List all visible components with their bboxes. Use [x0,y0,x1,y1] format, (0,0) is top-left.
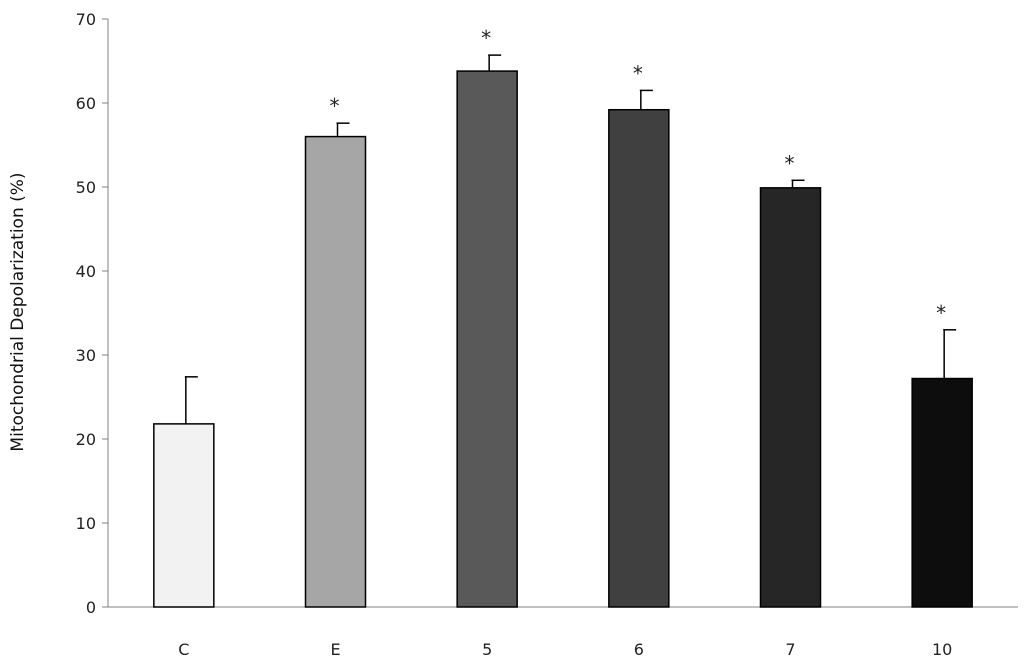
x-tick-label: 5 [482,640,492,659]
bar [153,423,215,608]
bar [456,70,518,608]
y-axis: 0 10 20 30 40 50 60 70 [76,10,109,617]
significance-mark: * [936,301,946,325]
y-tick-label: 0 [86,598,96,617]
bar [608,108,670,608]
x-tick-label: 7 [785,640,795,659]
y-tick-label: 60 [76,94,96,113]
y-tick-label: 20 [76,430,96,449]
x-tick-label: 10 [932,640,952,659]
significance-mark: * [330,94,340,118]
bar [304,135,367,608]
y-axis-title: Mitochondrial Depolarization (%) [8,172,28,451]
x-axis: C E 5 6 7 10 [108,606,1018,659]
y-tick-label: 30 [76,346,96,365]
bar [759,187,822,608]
significance-mark: * [481,26,491,50]
y-tick-label: 70 [76,10,96,29]
y-tick-label: 10 [76,514,96,533]
bar [911,377,973,608]
y-tick-label: 50 [76,178,96,197]
significance-mark: * [633,61,643,85]
bars: * * * * * [153,26,973,608]
x-tick-label: 6 [634,640,644,659]
significance-mark: * [785,151,795,175]
y-tick-label: 40 [76,262,96,281]
x-tick-label: C [178,640,189,659]
x-tick-label: E [330,640,340,659]
